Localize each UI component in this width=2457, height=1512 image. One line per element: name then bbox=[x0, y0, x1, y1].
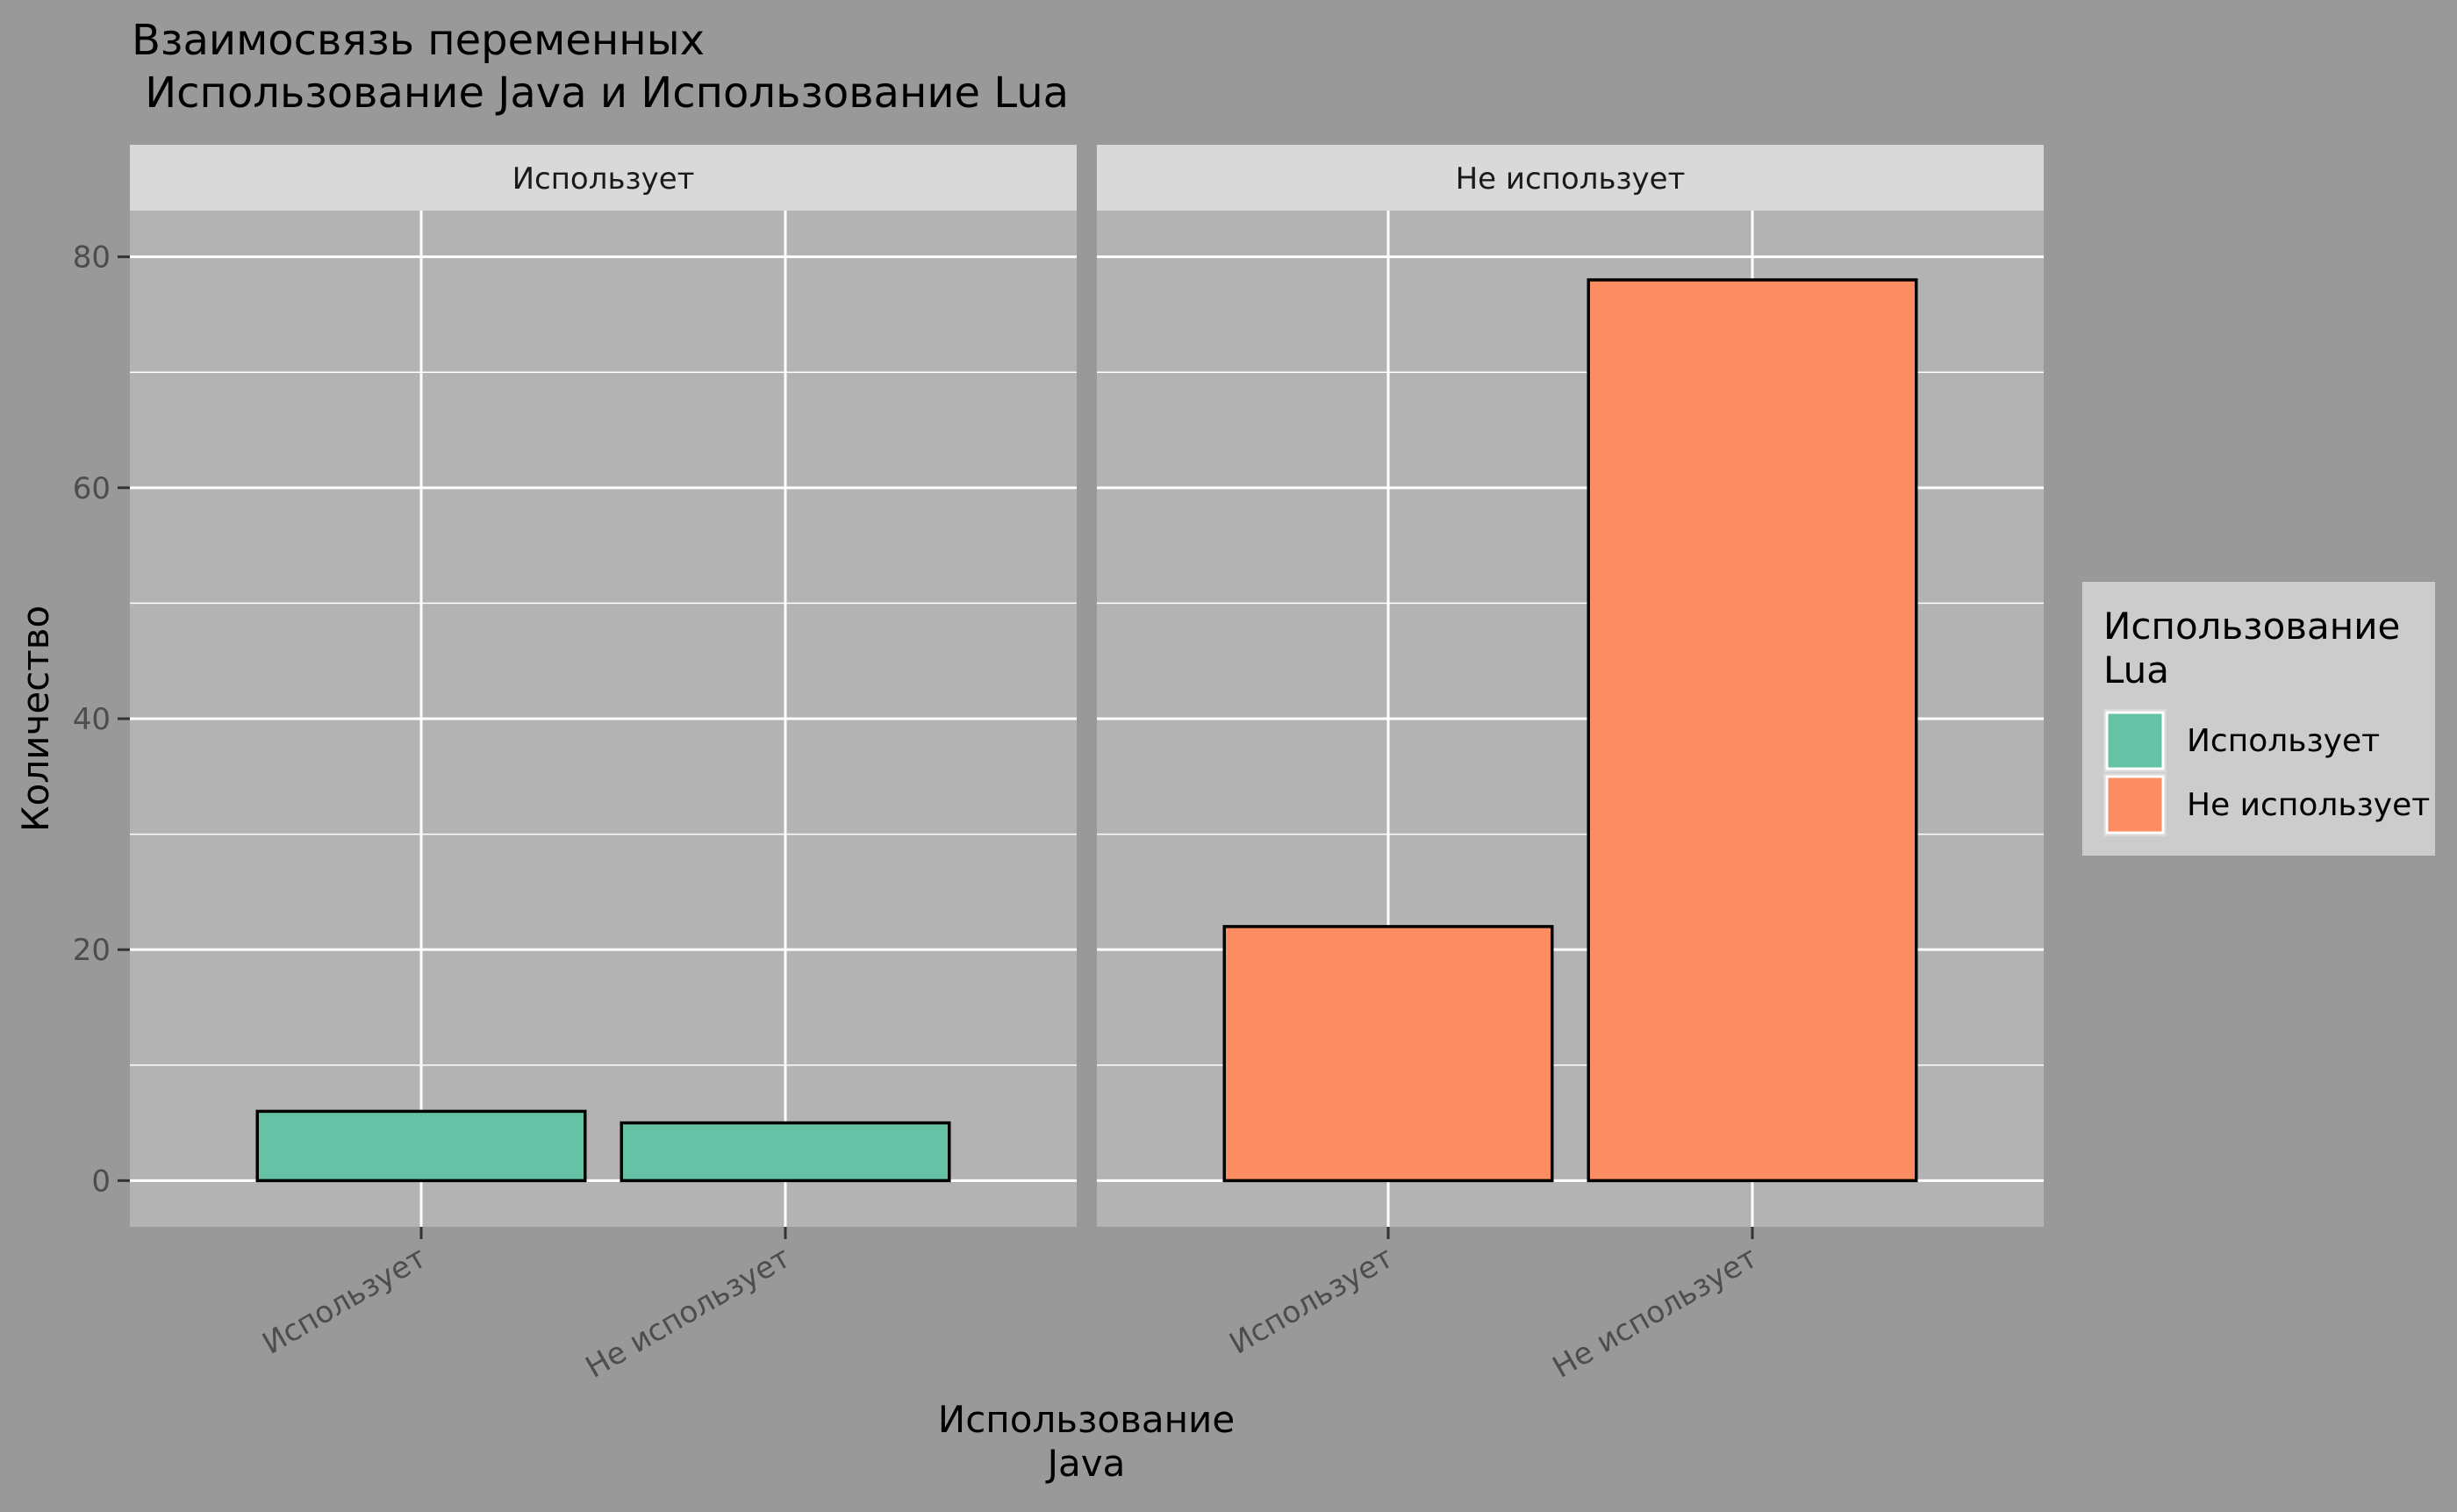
legend-label: Не использует bbox=[2187, 787, 2430, 823]
x-axis-label: Использование Java bbox=[938, 1398, 1235, 1485]
facet-strip-label: Использует bbox=[512, 161, 695, 197]
bar bbox=[620, 1121, 951, 1183]
y-tick-label: 80 bbox=[73, 240, 111, 276]
y-tick-label: 0 bbox=[91, 1164, 111, 1199]
legend: Использование Lua Использует Не использует bbox=[2082, 582, 2435, 856]
legend-key bbox=[2105, 711, 2165, 770]
legend-key bbox=[2105, 775, 2165, 835]
facet-strip bbox=[1097, 145, 2044, 211]
legend-label: Использует bbox=[2187, 723, 2380, 759]
legend-title: Использование Lua bbox=[2103, 605, 2400, 692]
bar bbox=[1587, 278, 1918, 1183]
y-tick-label: 40 bbox=[73, 702, 111, 737]
facet-strip bbox=[130, 145, 1077, 211]
chart-title: Взаимосвязь переменных Использование Jav… bbox=[132, 16, 1069, 118]
bar bbox=[255, 1109, 587, 1183]
y-axis-label: Количество bbox=[14, 606, 57, 832]
y-tick-label: 60 bbox=[73, 471, 111, 506]
bar bbox=[1222, 925, 1554, 1183]
facet-strip-label: Не использует bbox=[1456, 161, 1686, 197]
y-tick-label: 20 bbox=[73, 933, 111, 968]
